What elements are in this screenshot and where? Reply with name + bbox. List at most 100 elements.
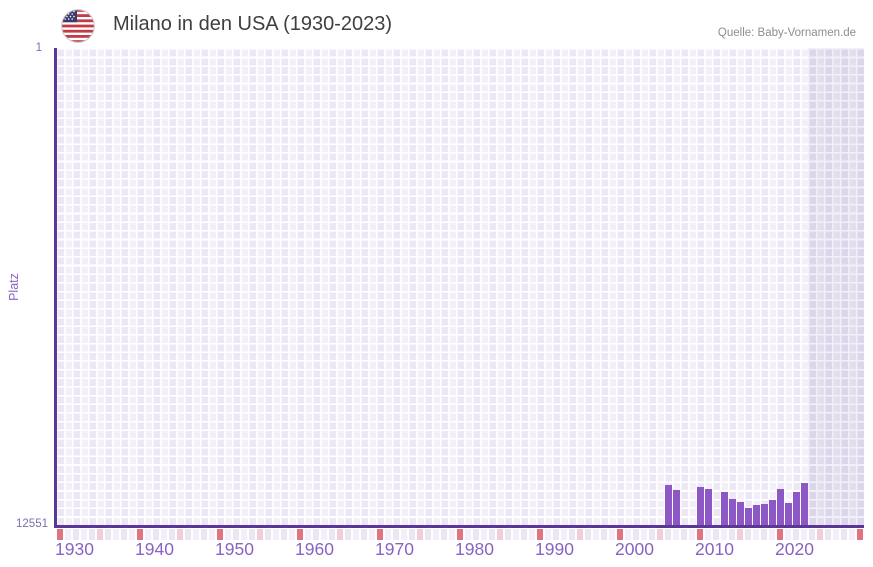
strip-cell-1977 [432,529,440,540]
strip-cell-1972 [392,529,400,540]
strip-cell-1959 [288,529,296,540]
strip-cell-1948 [200,529,208,540]
strip-cell-1953 [240,529,248,540]
strip-cell-1935 [96,529,104,540]
strip-cell-1990 [536,529,544,540]
strip-cell-2003 [640,529,648,540]
source-link[interactable]: Quelle: Baby-Vornamen.de [717,27,856,39]
strip-cell-1967 [352,529,360,540]
strip-cell-1996 [584,529,592,540]
strip-cell-2016 [744,529,752,540]
strip-cell-1986 [504,529,512,540]
strip-cell-1983 [480,529,488,540]
bar-2015[interactable] [736,502,744,525]
strip-cell-2017 [752,529,760,540]
strip-cell-1970 [376,529,384,540]
strip-cell-1955 [256,529,264,540]
strip-cell-1958 [280,529,288,540]
strip-cell-1944 [168,529,176,540]
strip-cell-2021 [784,529,792,540]
strip-cell-2001 [624,529,632,540]
strip-cell-1950 [216,529,224,540]
bar-2017[interactable] [752,505,760,525]
bar-2020[interactable] [776,489,784,525]
strip-cell-2020 [776,529,784,540]
future-years-band [808,48,864,525]
bar-2011[interactable] [704,489,712,525]
strip-cell-1979 [448,529,456,540]
strip-cell-1951 [224,529,232,540]
bar-2016[interactable] [744,508,752,525]
strip-cell-1963 [320,529,328,540]
strip-cell-2014 [728,529,736,540]
strip-cell-2030 [856,529,864,540]
strip-cell-1949 [208,529,216,540]
us-flag-icon [61,9,95,43]
plot-area[interactable] [56,48,864,525]
x-axis-line [54,525,864,528]
strip-cell-1969 [368,529,376,540]
strip-cell-1943 [160,529,168,540]
page-title: Milano in den USA (1930-2023) [113,13,393,35]
x-tick-label-2000: 2000 [615,539,654,559]
strip-cell-2029 [848,529,856,540]
strip-cell-1937 [112,529,120,540]
strip-cell-2002 [632,529,640,540]
strip-cell-2011 [704,529,712,540]
strip-cell-1936 [104,529,112,540]
strip-cell-1971 [384,529,392,540]
strip-cell-1997 [592,529,600,540]
bar-2023[interactable] [800,483,808,525]
strip-cell-2007 [672,529,680,540]
strip-cell-1982 [472,529,480,540]
strip-cell-1932 [72,529,80,540]
strip-cell-1968 [360,529,368,540]
bar-2021[interactable] [784,502,792,525]
bar-2018[interactable] [760,504,768,525]
strip-cell-1954 [248,529,256,540]
strip-cell-1981 [464,529,472,540]
bar-2019[interactable] [768,500,776,525]
bar-2010[interactable] [696,487,704,525]
strip-cell-1933 [80,529,88,540]
strip-cell-2022 [792,529,800,540]
strip-cell-1942 [152,529,160,540]
x-tick-label-2020: 2020 [775,539,814,559]
strip-cell-1994 [568,529,576,540]
bar-2014[interactable] [728,499,736,525]
y-axis-tick-top: 1 [35,42,42,54]
strip-cell-1931 [64,529,72,540]
y-axis-label: Platz [7,273,21,301]
strip-cell-1992 [552,529,560,540]
bar-2006[interactable] [664,485,672,525]
strip-cell-1991 [544,529,552,540]
strip-cell-1978 [440,529,448,540]
strip-cell-1964 [328,529,336,540]
strip-cell-2010 [696,529,704,540]
strip-cell-1941 [144,529,152,540]
strip-cell-1957 [272,529,280,540]
strip-cell-1938 [120,529,128,540]
bar-2013[interactable] [720,492,728,525]
strip-cell-1960 [296,529,304,540]
strip-cell-1952 [232,529,240,540]
x-tick-label-1990: 1990 [535,539,574,559]
strip-cell-1947 [192,529,200,540]
strip-cell-1995 [576,529,584,540]
x-tick-label-1980: 1980 [455,539,494,559]
strip-cell-2018 [760,529,768,540]
bar-2007[interactable] [672,490,680,525]
timeline-strip [56,529,864,540]
strip-cell-1988 [520,529,528,540]
strip-cell-1984 [488,529,496,540]
bar-2022[interactable] [792,492,800,525]
strip-cell-2012 [712,529,720,540]
x-tick-label-1950: 1950 [215,539,254,559]
strip-cell-1961 [304,529,312,540]
strip-cell-1976 [424,529,432,540]
strip-cell-2006 [664,529,672,540]
strip-cell-1945 [176,529,184,540]
strip-cell-2028 [840,529,848,540]
strip-cell-1965 [336,529,344,540]
strip-cell-1934 [88,529,96,540]
